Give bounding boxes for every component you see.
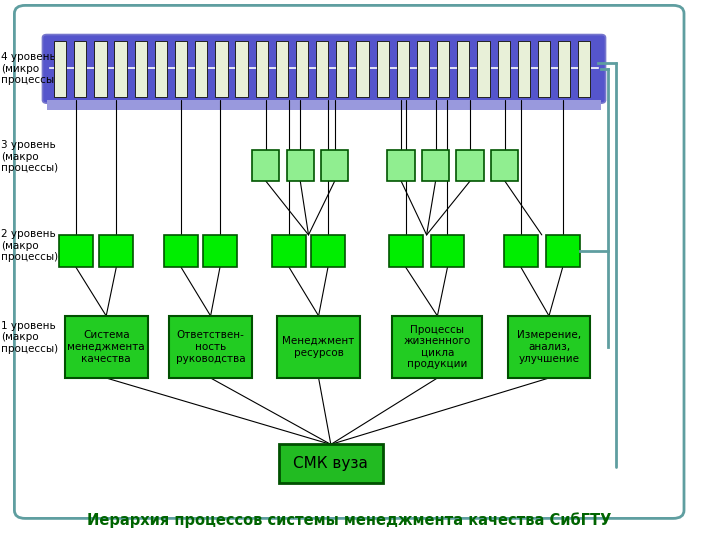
Bar <box>377 41 389 97</box>
Bar <box>279 444 383 483</box>
Text: 4 уровень
(микро
процессы): 4 уровень (микро процессы) <box>1 52 58 85</box>
Bar <box>392 316 482 378</box>
Bar <box>47 100 601 110</box>
Bar <box>336 41 348 97</box>
Text: Менеджмент
ресурсов: Менеджмент ресурсов <box>282 336 355 358</box>
Bar <box>356 41 369 97</box>
Bar <box>578 41 590 97</box>
Bar <box>321 150 348 181</box>
Bar <box>277 316 360 378</box>
Bar <box>457 41 469 97</box>
Bar <box>504 235 538 267</box>
Bar <box>235 41 248 97</box>
Bar <box>311 235 345 267</box>
Bar <box>491 150 518 181</box>
Bar <box>94 41 107 97</box>
FancyBboxPatch shape <box>42 35 606 103</box>
Bar <box>114 41 127 97</box>
Bar <box>175 41 187 97</box>
Bar <box>164 235 198 267</box>
Bar <box>287 150 314 181</box>
Text: Система
менеджмента
качества: Система менеджмента качества <box>68 330 145 363</box>
Text: Измерение,
анализ,
улучшение: Измерение, анализ, улучшение <box>517 330 581 363</box>
Bar <box>99 235 133 267</box>
Bar <box>215 41 228 97</box>
Bar <box>256 41 268 97</box>
FancyBboxPatch shape <box>14 5 684 518</box>
Bar <box>558 41 570 97</box>
Bar <box>546 235 580 267</box>
Bar <box>477 41 490 97</box>
Bar <box>538 41 550 97</box>
Bar <box>437 41 449 97</box>
Bar <box>203 235 237 267</box>
Text: 2 уровень
(макро
процессы): 2 уровень (макро процессы) <box>1 229 58 262</box>
Bar <box>508 316 590 378</box>
Bar <box>169 316 252 378</box>
Bar <box>397 41 409 97</box>
Bar <box>65 316 148 378</box>
Bar <box>155 41 167 97</box>
Text: 1 уровень
(макро
процессы): 1 уровень (макро процессы) <box>1 321 58 354</box>
Bar <box>252 150 279 181</box>
Bar <box>387 150 415 181</box>
Bar <box>195 41 207 97</box>
Bar <box>417 41 429 97</box>
Bar <box>276 41 288 97</box>
Bar <box>296 41 308 97</box>
Bar <box>316 41 328 97</box>
Bar <box>54 41 66 97</box>
Bar <box>272 235 306 267</box>
Text: Ответствен-
ность
руководства: Ответствен- ность руководства <box>176 330 246 363</box>
Bar <box>135 41 147 97</box>
Text: Иерархия процессов системы менеджмента качества СибГТУ: Иерархия процессов системы менеджмента к… <box>87 512 611 528</box>
Text: 3 уровень
(макро
процессы): 3 уровень (макро процессы) <box>1 140 58 173</box>
Bar <box>498 41 510 97</box>
Bar <box>431 235 464 267</box>
Text: СМК вуза: СМК вуза <box>294 456 368 471</box>
Text: Процессы
жизненного
цикла
продукции: Процессы жизненного цикла продукции <box>404 325 471 369</box>
Bar <box>74 41 86 97</box>
Bar <box>456 150 484 181</box>
Bar <box>389 235 423 267</box>
Bar <box>518 41 530 97</box>
Bar <box>59 235 93 267</box>
Bar <box>422 150 449 181</box>
